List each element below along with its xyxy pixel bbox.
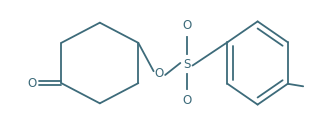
Text: O: O (182, 19, 191, 32)
Text: S: S (183, 58, 190, 71)
Text: O: O (155, 67, 164, 80)
Text: O: O (182, 94, 191, 107)
Text: O: O (27, 77, 36, 90)
